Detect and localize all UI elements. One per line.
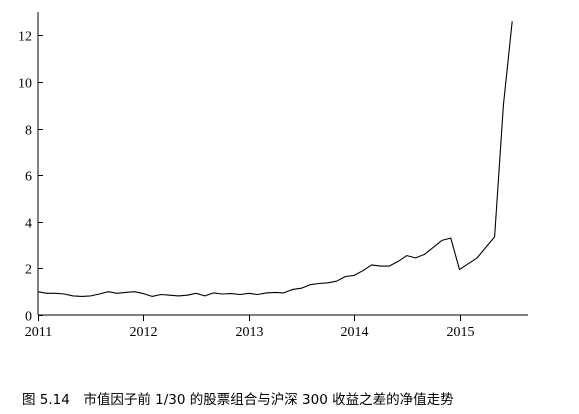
y-tick-label: 10 xyxy=(18,77,32,92)
y-tick-label: 6 xyxy=(25,170,32,185)
x-tick-label: 2013 xyxy=(236,325,264,340)
y-tick-label: 8 xyxy=(25,124,32,139)
figure-caption: 图 5.14 市值因子前 1/30 的股票组合与沪深 300 收益之差的净值走势 xyxy=(22,392,454,408)
y-tick-label: 4 xyxy=(25,217,32,232)
y-axis: 0 2 4 6 8 10 12 xyxy=(18,12,43,325)
x-tick-label: 2015 xyxy=(447,325,475,340)
y-tick-label: 2 xyxy=(25,263,32,278)
y-tick-label: 12 xyxy=(18,30,32,45)
x-tick-label: 2012 xyxy=(130,325,158,340)
x-tick-label: 2014 xyxy=(341,325,369,340)
x-tick-label: 2011 xyxy=(25,325,52,340)
x-axis: 2011 2012 2013 2014 2015 xyxy=(25,314,528,340)
series-line xyxy=(37,21,513,297)
y-tick-label: 0 xyxy=(25,310,32,325)
